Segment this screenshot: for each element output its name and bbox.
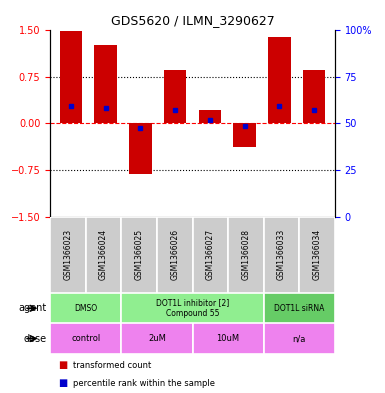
- Text: agent: agent: [18, 303, 46, 313]
- Bar: [50, 293, 121, 323]
- Text: GSM1366024: GSM1366024: [99, 229, 108, 281]
- Title: GDS5620 / ILMN_3290627: GDS5620 / ILMN_3290627: [110, 14, 275, 27]
- Bar: [121, 293, 264, 323]
- Bar: [264, 217, 300, 293]
- Bar: [129, 123, 152, 174]
- Text: transformed count: transformed count: [73, 361, 151, 370]
- Bar: [233, 123, 256, 147]
- Bar: [121, 323, 192, 354]
- Bar: [192, 323, 264, 354]
- Text: DOT1L inhibitor [2]
Compound 55: DOT1L inhibitor [2] Compound 55: [156, 299, 229, 318]
- Text: DOT1L siRNA: DOT1L siRNA: [274, 304, 325, 313]
- Text: ■: ■: [58, 360, 67, 371]
- Bar: [228, 217, 264, 293]
- Bar: [303, 70, 325, 123]
- Text: DMSO: DMSO: [74, 304, 97, 313]
- Bar: [50, 323, 121, 354]
- Bar: [300, 217, 335, 293]
- Text: GSM1366034: GSM1366034: [313, 229, 321, 281]
- Text: GSM1366023: GSM1366023: [64, 229, 72, 281]
- Bar: [264, 293, 335, 323]
- Text: ■: ■: [58, 378, 67, 388]
- Bar: [268, 37, 291, 123]
- Bar: [121, 217, 157, 293]
- Bar: [94, 46, 117, 123]
- Text: 2uM: 2uM: [148, 334, 166, 343]
- Text: control: control: [71, 334, 100, 343]
- Text: GSM1366026: GSM1366026: [170, 229, 179, 281]
- Text: percentile rank within the sample: percentile rank within the sample: [73, 379, 215, 387]
- Bar: [60, 31, 82, 123]
- Bar: [50, 217, 85, 293]
- Text: n/a: n/a: [293, 334, 306, 343]
- Text: GSM1366028: GSM1366028: [241, 230, 250, 280]
- Bar: [164, 70, 186, 123]
- Bar: [199, 110, 221, 123]
- Text: 10uM: 10uM: [216, 334, 240, 343]
- Bar: [264, 323, 335, 354]
- Bar: [85, 217, 121, 293]
- Text: GSM1366025: GSM1366025: [135, 229, 144, 281]
- Text: dose: dose: [23, 334, 46, 343]
- Bar: [157, 217, 192, 293]
- Text: GSM1366027: GSM1366027: [206, 229, 215, 281]
- Bar: [192, 217, 228, 293]
- Text: GSM1366033: GSM1366033: [277, 229, 286, 281]
